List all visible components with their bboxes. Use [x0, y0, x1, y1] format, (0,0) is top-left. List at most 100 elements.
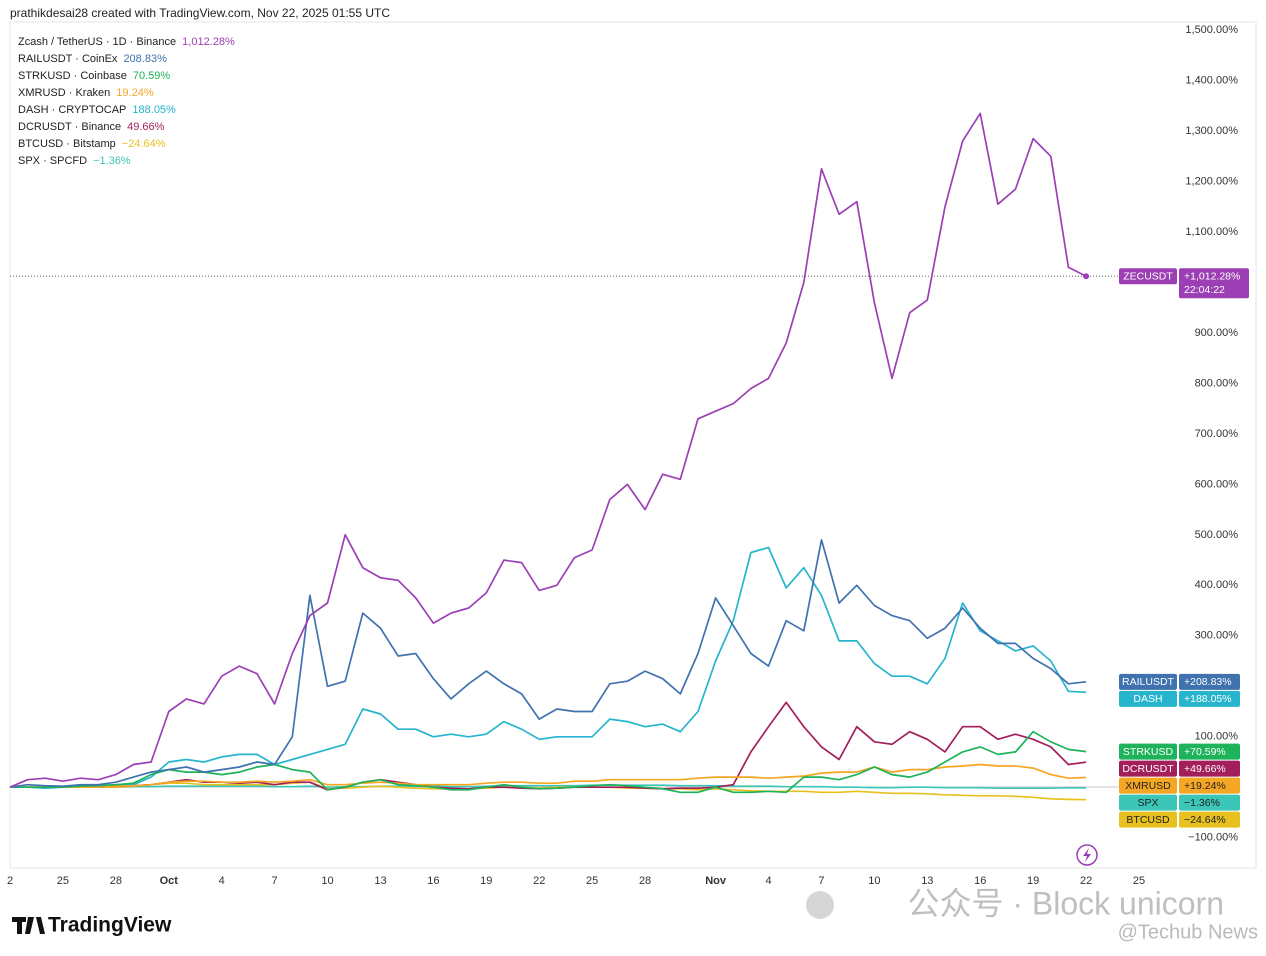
x-tick-label: 7 [272, 875, 278, 887]
x-tick-label: 28 [639, 875, 651, 887]
legend-value: 70.59% [133, 70, 171, 82]
tag-value: +1,012.28% [1184, 271, 1240, 283]
x-tick-label: 19 [1027, 875, 1039, 887]
legend-entry: RAILUSDT · CoinEx 208.83% [18, 53, 167, 65]
y-tick-label: 800.00% [1195, 377, 1239, 389]
y-tick-label: 600.00% [1195, 478, 1239, 490]
legend-name: Zcash / TetherUS · 1D · Binance [18, 36, 176, 48]
alert-icon[interactable] [1076, 844, 1098, 866]
x-tick-label: 16 [974, 875, 986, 887]
tag-name-box [1119, 811, 1177, 828]
series-line [10, 730, 1087, 794]
tag-name-box [1119, 794, 1177, 811]
legend-name: DASH · CRYPTOCAP [18, 104, 126, 116]
tag-value-box [1179, 794, 1240, 811]
tag-value: +49.66% [1184, 763, 1226, 775]
tag-value: +70.59% [1184, 746, 1226, 758]
tag-name: RAILUSDT [1122, 676, 1175, 688]
x-tick-label: 25 [57, 875, 69, 887]
y-tick-label: 1,400.00% [1185, 74, 1238, 86]
y-tick-label: 1,100.00% [1185, 226, 1238, 238]
x-tick-label: 19 [480, 875, 492, 887]
tag-value: +19.24% [1184, 780, 1226, 792]
watermark: 公众号 · Block unicorn [907, 885, 1224, 921]
y-tick-label: 400.00% [1195, 579, 1239, 591]
y-tick-label: 300.00% [1195, 630, 1239, 642]
y-tick-label: 1,200.00% [1185, 175, 1238, 187]
tag-name-box [1119, 673, 1177, 690]
tag-value: +188.05% [1184, 693, 1232, 705]
series-line [9, 539, 1087, 789]
x-tick-label: 13 [374, 875, 386, 887]
tag-name-box [1119, 743, 1177, 760]
tag-name: DCRUSDT [1122, 763, 1174, 775]
legend-name: DCRUSDT · Binance [18, 121, 121, 133]
y-tick-label: 1,300.00% [1185, 125, 1238, 137]
x-tick-label: 28 [110, 875, 122, 887]
x-tick-label: 10 [868, 875, 880, 887]
legend-name: SPX · SPCFD [18, 155, 87, 167]
header: prathikdesai28 created with TradingView.… [10, 6, 390, 20]
tag-name: ZECUSDT [1123, 271, 1173, 283]
x-tick-label: 2 [7, 875, 13, 887]
watermark-icon [806, 891, 834, 919]
legend-name: XMRUSD · Kraken [18, 87, 110, 99]
legend-value: 19.24% [116, 87, 154, 99]
legend-entry: DCRUSDT · Binance 49.66% [18, 121, 165, 133]
x-tick-label: 22 [1080, 875, 1092, 887]
tag-name: DASH [1133, 693, 1162, 705]
tag-value-box [1179, 777, 1240, 794]
y-tick-label: 500.00% [1195, 529, 1239, 541]
tag-name-box [1119, 690, 1177, 707]
tag-name-box [1119, 760, 1177, 777]
x-tick-label: 7 [818, 875, 824, 887]
tag-name-box [1119, 268, 1177, 285]
logo-text: TradingView [48, 914, 172, 937]
tag-value-box [1179, 268, 1249, 299]
legend-entry: BTCUSD · Bitstamp −24.64% [18, 138, 166, 150]
y-axis: −100.00%100.00%200.00%300.00%400.00%500.… [1185, 24, 1238, 844]
series-line [10, 781, 1087, 801]
series-line [10, 763, 1087, 789]
y-tick-label: 900.00% [1195, 327, 1239, 339]
tag-value-box [1179, 690, 1240, 707]
x-tick-label: 25 [586, 875, 598, 887]
legend-entry: DASH · CRYPTOCAP 188.05% [18, 104, 176, 116]
legend-value: 1,012.28% [182, 36, 235, 48]
legend-value: 49.66% [127, 121, 165, 133]
legend-name: RAILUSDT · CoinEx [18, 53, 118, 65]
x-tick-label: 4 [765, 875, 771, 887]
y-tick-label: 700.00% [1195, 428, 1239, 440]
x-axis: 2 25 28 Oct 4 7 10 13 16 19 22 25 28 Nov 4 7 10 13 16 19 22 2… [7, 875, 1145, 887]
legend-value: 208.83% [123, 53, 167, 65]
series-line [10, 546, 1087, 790]
x-tick-label: 10 [321, 875, 333, 887]
tag-value: +208.83% [1184, 676, 1232, 688]
y-tick-label: −100.00% [1188, 832, 1238, 844]
tag-name: SPX [1137, 797, 1158, 809]
legend: Zcash / TetherUS · 1D · Binance 1,012.28%… [18, 36, 235, 167]
series-line [10, 701, 1087, 791]
tag-name: XMRUSD [1125, 780, 1171, 792]
series-line [9, 112, 1087, 788]
legend-entry: STRKUSD · Coinbase 70.59% [18, 70, 170, 82]
x-tick-label: 4 [219, 875, 225, 887]
last-point [1083, 273, 1090, 280]
tag-name: BTCUSD [1126, 814, 1170, 826]
logo-mark [12, 917, 45, 934]
plot-frame [9, 21, 1257, 869]
x-tick-label: Nov [705, 875, 727, 887]
legend-entry: XMRUSD · Kraken 19.24% [18, 87, 154, 99]
legend-value: −1.36% [93, 155, 131, 167]
price-tags: ZECUSDT +1,012.28%22:04:22 RAILUSDT +208.83… [1119, 268, 1249, 828]
legend-value: 188.05% [132, 104, 176, 116]
legend-name: STRKUSD · Coinbase [18, 70, 127, 82]
x-tick-label: 13 [921, 875, 933, 887]
series-line [10, 784, 1087, 790]
tag-name: STRKUSD [1123, 746, 1174, 758]
tag-value: −1.36% [1184, 797, 1220, 809]
y-tick-label: 1,500.00% [1185, 24, 1238, 36]
lines [9, 112, 1175, 801]
